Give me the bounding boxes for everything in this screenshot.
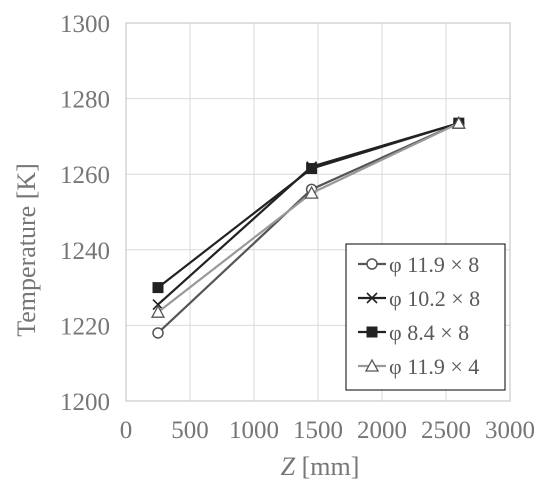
x-tick-label: 1500 bbox=[293, 417, 343, 444]
data-point bbox=[152, 299, 164, 311]
legend-label: φ 10.2 × 8 bbox=[389, 286, 480, 311]
x-axis-label-unit: [mm] bbox=[295, 452, 359, 481]
x-axis-ticks: 0 500 1000 1500 2000 2500 3000 bbox=[120, 417, 535, 444]
series-4 bbox=[150, 115, 466, 318]
data-point bbox=[451, 115, 466, 129]
y-axis-ticks: 1200 1220 1240 1260 1280 1300 bbox=[60, 11, 110, 416]
data-point bbox=[152, 327, 164, 339]
y-tick-label: 1240 bbox=[60, 238, 110, 265]
legend-marker bbox=[364, 358, 380, 372]
legend-marker bbox=[366, 292, 378, 304]
x-axis-label-symbol: Z bbox=[281, 452, 296, 481]
legend: φ 11.9 × 8 φ 10.2 × 8 φ 8.4 × 8 φ 11.9 × 4 bbox=[345, 243, 506, 391]
x-axis-label: Z [mm] bbox=[281, 452, 360, 481]
x-tick-label: 0 bbox=[120, 417, 133, 444]
y-tick-label: 1220 bbox=[60, 313, 110, 340]
plot-area-frame bbox=[125, 22, 511, 402]
y-tick-label: 1260 bbox=[60, 162, 110, 189]
legend-item: φ 11.9 × 4 bbox=[358, 354, 479, 379]
x-marker-stroke bbox=[152, 299, 164, 311]
y-axis-label: Temperature [K] bbox=[12, 163, 41, 337]
y-tick-label: 1200 bbox=[60, 389, 110, 416]
legend-label: φ 11.9 × 8 bbox=[389, 252, 479, 277]
grid bbox=[125, 22, 511, 402]
y-tick-label: 1280 bbox=[60, 87, 110, 114]
x-tick-label: 3000 bbox=[485, 417, 535, 444]
x-tick-label: 1000 bbox=[229, 417, 279, 444]
data-point bbox=[306, 163, 318, 175]
legend-item: φ 8.4 × 8 bbox=[358, 320, 469, 345]
x-tick-label: 500 bbox=[171, 417, 209, 444]
y-tick-label: 1300 bbox=[60, 11, 110, 38]
legend-marker bbox=[366, 326, 378, 338]
legend-label: φ 8.4 × 8 bbox=[389, 320, 469, 345]
legend-item: φ 10.2 × 8 bbox=[358, 286, 480, 311]
x-marker-stroke bbox=[366, 292, 378, 304]
legend-item: φ 11.9 × 8 bbox=[358, 252, 479, 277]
legend-marker bbox=[366, 258, 378, 270]
x-tick-label: 2500 bbox=[421, 417, 471, 444]
plot-series bbox=[150, 115, 466, 339]
data-point bbox=[152, 282, 164, 294]
legend-label: φ 11.9 × 4 bbox=[389, 354, 479, 379]
x-tick-label: 2000 bbox=[357, 417, 407, 444]
data-point bbox=[150, 304, 166, 318]
data-point bbox=[304, 185, 319, 199]
